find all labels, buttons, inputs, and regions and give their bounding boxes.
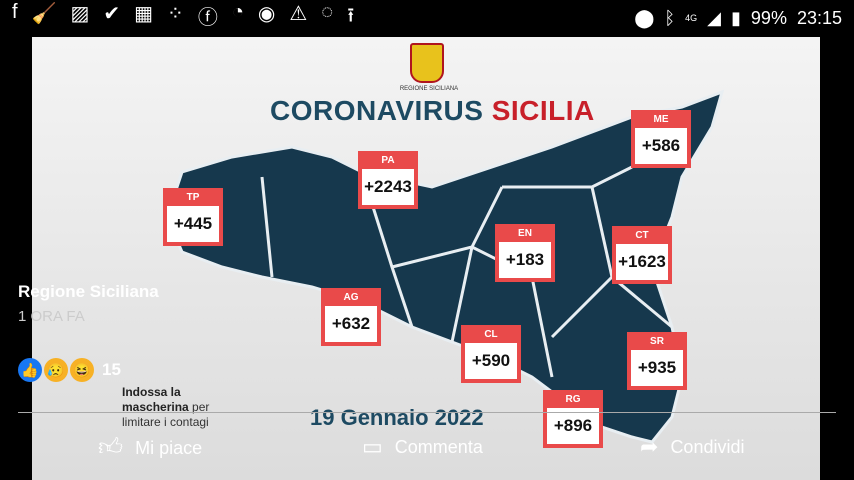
province-cases: +632	[325, 306, 377, 342]
post-image[interactable]: REGIONE SICILIANA CORONAVIRUS SICILIA 19…	[32, 37, 820, 480]
clock: 23:15	[796, 7, 842, 28]
share-icon: ➦	[640, 434, 659, 459]
province-box-en: EN +183	[495, 224, 555, 282]
facebook-icon: f	[12, 1, 18, 23]
battery-icon: ▮	[731, 7, 741, 28]
province-cases: +445	[167, 206, 219, 242]
mask-line2b: per	[192, 400, 210, 414]
broom-icon: 🧹	[31, 3, 57, 25]
title-accent: SICILIA	[491, 95, 595, 126]
mask-line3: limitare i contagi	[122, 415, 209, 429]
province-code: AG	[343, 292, 359, 303]
province-code: CL	[484, 329, 498, 340]
post-time: 1 ORA FA	[18, 308, 85, 325]
province-code: PA	[381, 155, 395, 166]
dots-icon: ⁘	[167, 3, 184, 25]
reactions[interactable]: 👍 😥 😆 15	[18, 358, 121, 382]
province-code: TP	[186, 192, 200, 203]
share-button[interactable]: ➦ Condividi	[640, 434, 744, 460]
haha-reaction-icon: 😆	[70, 358, 94, 382]
mask-line1: Indossa la	[122, 385, 181, 399]
status-bar: f 🧹 ▨ ✔ ▦ ⁘ ⓕ ◔ ◉ ⚠ ◌ ⭱ ⬤ ᛒ 4G ◢ ▮ 99% 23:15	[0, 0, 854, 36]
mask-message: Indossa la mascherina per limitare i conta…	[122, 385, 209, 430]
signal-icon: ◢	[707, 7, 722, 28]
upload-icon: ⭱	[347, 5, 355, 27]
region-logo	[410, 43, 444, 83]
province-box-tp: TP +445	[163, 188, 223, 246]
province-cases: +1623	[616, 244, 668, 280]
network-label: 4G	[685, 13, 698, 23]
like-label: Mi piace	[135, 437, 203, 458]
title-main: CORONAVIRUS	[270, 95, 484, 126]
comment-icon: ▭	[362, 434, 383, 459]
province-cases: +586	[635, 128, 687, 164]
province-cases: +183	[499, 242, 551, 278]
province-box-rg: RG +896	[543, 390, 603, 448]
image-icon: ▨	[70, 3, 90, 25]
facebook-icon: ⓕ	[197, 7, 218, 29]
province-box-sr: SR +935	[627, 332, 687, 390]
thumbs-up-icon: 👍︎	[98, 434, 124, 461]
share-label: Condividi	[670, 436, 745, 457]
logo-text: REGIONE SICILIANA	[399, 86, 459, 92]
reaction-count: 15	[102, 360, 121, 379]
image-title: CORONAVIRUS SICILIA	[270, 95, 595, 127]
notification-icons: f 🧹 ▨ ✔ ▦ ⁘ ⓕ ◔ ◉ ⚠ ◌ ⭱	[12, 1, 354, 35]
warning-icon: ⚠	[289, 3, 308, 25]
date-label: 19 Gennaio 2022	[310, 405, 484, 430]
province-code: EN	[518, 228, 532, 239]
divider	[18, 412, 836, 413]
province-box-ct: CT +1623	[612, 226, 672, 284]
province-code: ME	[653, 114, 669, 125]
province-cases: +896	[547, 408, 599, 444]
comment-button[interactable]: ▭ Commenta	[362, 434, 483, 460]
province-code: RG	[565, 394, 581, 405]
mask-line2: mascherina	[122, 400, 189, 414]
battery-level: 99%	[750, 7, 787, 28]
check-icon: ✔	[103, 3, 121, 25]
sad-reaction-icon: 😥	[44, 358, 68, 382]
like-reaction-icon: 👍	[18, 358, 42, 382]
location-icon: ⬤	[634, 7, 655, 28]
province-box-ag: AG +632	[321, 288, 381, 346]
chrome-icon: ◉	[257, 3, 276, 25]
province-cases: +935	[631, 350, 683, 386]
bluetooth-icon: ᛒ	[664, 7, 676, 28]
messenger-icon: ◔	[231, 1, 244, 23]
province-code: CT	[635, 230, 649, 241]
comment-label: Commenta	[394, 436, 483, 457]
post-author[interactable]: Regione Siciliana	[18, 282, 159, 301]
province-cases: +2243	[362, 169, 414, 205]
calculator-icon: ▦	[134, 3, 154, 25]
like-button[interactable]: 👍︎ Mi piace	[98, 434, 202, 462]
province-code: SR	[650, 336, 664, 347]
province-box-me: ME +586	[631, 110, 691, 168]
chat-icon: ◌	[321, 1, 334, 23]
province-box-pa: PA +2243	[358, 151, 418, 209]
province-cases: +590	[465, 343, 517, 379]
province-box-cl: CL +590	[461, 325, 521, 383]
